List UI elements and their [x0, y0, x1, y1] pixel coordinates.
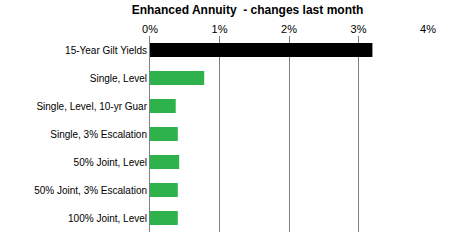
svg-text:3%: 3% [351, 23, 367, 35]
svg-text:2%: 2% [281, 23, 297, 35]
svg-text:100% Joint, Level: 100% Joint, Level [68, 213, 147, 224]
svg-text:50% Joint, 3% Escalation: 50% Joint, 3% Escalation [34, 185, 147, 196]
svg-text:1%: 1% [212, 23, 228, 35]
svg-text:4%: 4% [420, 23, 436, 35]
svg-text:Enhanced Annuity - changes la: Enhanced Annuity - changes last month [132, 3, 364, 17]
svg-text:50% Joint, Level: 50% Joint, Level [74, 157, 147, 168]
svg-text:0%: 0% [142, 23, 158, 35]
svg-text:Single, Level: Single, Level [90, 73, 147, 84]
svg-text:Single, Level, 10-yr Guar: Single, Level, 10-yr Guar [36, 101, 147, 112]
svg-text:Single, 3% Escalation: Single, 3% Escalation [50, 129, 147, 140]
svg-text:15-Year Gilt Yields: 15-Year Gilt Yields [65, 45, 147, 56]
